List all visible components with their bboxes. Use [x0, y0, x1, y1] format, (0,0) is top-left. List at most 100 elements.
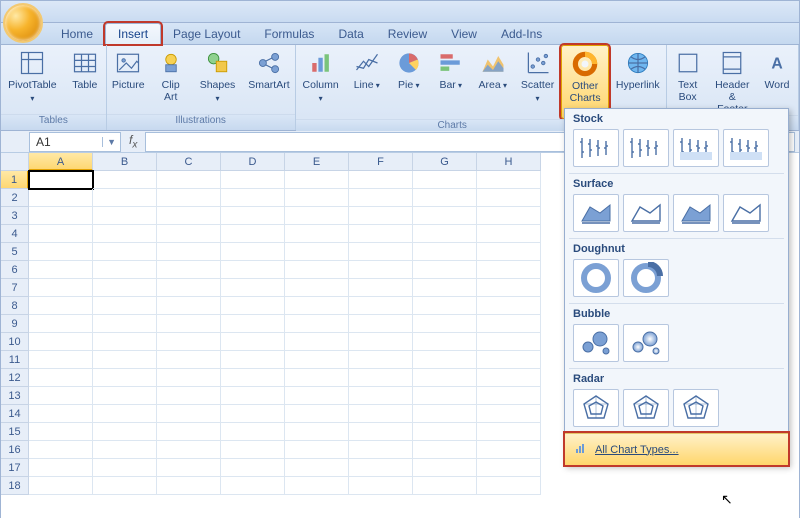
surface-option[interactable]: [723, 194, 769, 232]
row-header[interactable]: 16: [1, 441, 29, 459]
cell[interactable]: [413, 369, 477, 387]
cell[interactable]: [349, 369, 413, 387]
cell[interactable]: [29, 387, 93, 405]
surface-option[interactable]: [573, 194, 619, 232]
cell[interactable]: [157, 189, 221, 207]
stock-option[interactable]: [723, 129, 769, 167]
cell[interactable]: [477, 171, 541, 189]
line-button[interactable]: Line: [346, 45, 388, 119]
cell[interactable]: [221, 405, 285, 423]
cell[interactable]: [221, 315, 285, 333]
cell[interactable]: [221, 243, 285, 261]
cell[interactable]: [413, 189, 477, 207]
cell[interactable]: [93, 189, 157, 207]
wordart-button[interactable]: AWord: [756, 45, 798, 115]
surface-option[interactable]: [623, 194, 669, 232]
doughnut-option[interactable]: [573, 259, 619, 297]
cell[interactable]: [477, 405, 541, 423]
cell[interactable]: [93, 351, 157, 369]
cell[interactable]: [157, 441, 221, 459]
row-header[interactable]: 10: [1, 333, 29, 351]
cell[interactable]: [157, 225, 221, 243]
cell[interactable]: [349, 459, 413, 477]
all-chart-types-button[interactable]: All Chart Types...: [565, 433, 788, 465]
cell[interactable]: [349, 207, 413, 225]
cell[interactable]: [413, 405, 477, 423]
scatter-button[interactable]: Scatter: [514, 45, 562, 119]
row-header[interactable]: 15: [1, 423, 29, 441]
cell[interactable]: [221, 441, 285, 459]
radar-option[interactable]: [673, 389, 719, 427]
cell[interactable]: [93, 297, 157, 315]
cell[interactable]: [349, 333, 413, 351]
cell[interactable]: [285, 459, 349, 477]
cell[interactable]: [349, 225, 413, 243]
stock-option[interactable]: [573, 129, 619, 167]
cell[interactable]: [157, 243, 221, 261]
row-header[interactable]: 13: [1, 387, 29, 405]
cell[interactable]: [29, 261, 93, 279]
cell[interactable]: [349, 405, 413, 423]
cell[interactable]: [93, 387, 157, 405]
cell[interactable]: [285, 423, 349, 441]
cell[interactable]: [285, 279, 349, 297]
cell[interactable]: [349, 423, 413, 441]
cell[interactable]: [29, 207, 93, 225]
cell[interactable]: [221, 459, 285, 477]
cell[interactable]: [349, 189, 413, 207]
radar-option[interactable]: [623, 389, 669, 427]
row-header[interactable]: 18: [1, 477, 29, 495]
row-header[interactable]: 3: [1, 207, 29, 225]
cell[interactable]: [477, 351, 541, 369]
row-header[interactable]: 6: [1, 261, 29, 279]
shapes-button[interactable]: Shapes: [192, 45, 244, 114]
row-header[interactable]: 12: [1, 369, 29, 387]
bar-button[interactable]: Bar: [430, 45, 472, 119]
column-button[interactable]: Column: [296, 45, 346, 119]
cell[interactable]: [285, 315, 349, 333]
cell[interactable]: [93, 423, 157, 441]
cell[interactable]: [413, 351, 477, 369]
cell[interactable]: [413, 225, 477, 243]
bubble-option[interactable]: [623, 324, 669, 362]
cell[interactable]: [413, 333, 477, 351]
cell[interactable]: [157, 261, 221, 279]
row-header[interactable]: 11: [1, 351, 29, 369]
cell[interactable]: [221, 189, 285, 207]
cell[interactable]: [221, 369, 285, 387]
cell[interactable]: [477, 369, 541, 387]
cell[interactable]: [29, 459, 93, 477]
column-header[interactable]: B: [93, 153, 157, 171]
cell[interactable]: [157, 351, 221, 369]
cell[interactable]: [221, 171, 285, 189]
cell[interactable]: [477, 315, 541, 333]
cell[interactable]: [285, 477, 349, 495]
cell[interactable]: [221, 261, 285, 279]
cell[interactable]: [29, 477, 93, 495]
cell[interactable]: [349, 477, 413, 495]
cell[interactable]: [29, 441, 93, 459]
cell[interactable]: [29, 369, 93, 387]
cell[interactable]: [157, 477, 221, 495]
cell[interactable]: [29, 297, 93, 315]
cell[interactable]: [349, 297, 413, 315]
cell[interactable]: [477, 189, 541, 207]
cell[interactable]: [29, 333, 93, 351]
cell[interactable]: [477, 243, 541, 261]
stock-option[interactable]: [673, 129, 719, 167]
pivottable-button[interactable]: PivotTable: [1, 45, 64, 114]
cell[interactable]: [413, 441, 477, 459]
cell[interactable]: [157, 297, 221, 315]
cell[interactable]: [29, 189, 93, 207]
cell[interactable]: [157, 405, 221, 423]
cell[interactable]: [29, 225, 93, 243]
cell[interactable]: [477, 261, 541, 279]
cell[interactable]: [285, 441, 349, 459]
column-header[interactable]: C: [157, 153, 221, 171]
cell[interactable]: [157, 333, 221, 351]
cell[interactable]: [93, 243, 157, 261]
cell[interactable]: [221, 207, 285, 225]
cell[interactable]: [29, 315, 93, 333]
column-header[interactable]: A: [29, 153, 93, 171]
cell[interactable]: [349, 243, 413, 261]
